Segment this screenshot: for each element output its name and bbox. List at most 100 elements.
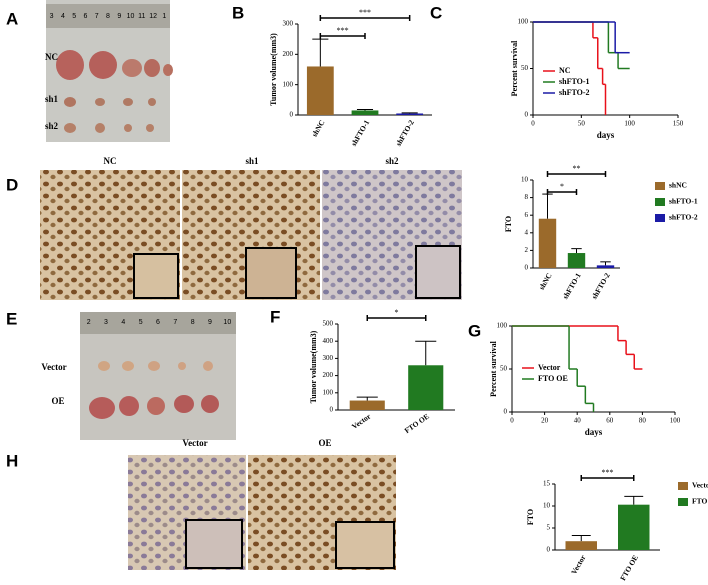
bar [596,265,615,268]
ruler-number: 4 [121,319,125,326]
bar [538,218,557,268]
legend-label: NC [559,66,571,75]
y-tick-label: 500 [323,320,334,328]
image-label: sh2 [385,156,399,166]
bar [306,66,334,115]
x-tick-label: 0 [510,417,514,425]
y-tick-label: 0 [525,111,529,119]
y-tick-label: 200 [323,371,334,379]
x-tick-label: shFTO-2 [394,118,416,148]
bar [396,113,424,115]
ruler-number: 7 [173,319,177,326]
ruler-number: 10 [127,13,135,20]
x-axis-label: days [585,427,603,437]
legend-swatch [655,182,665,190]
ruler-number: 3 [104,319,108,326]
y-tick-label: 2 [525,246,529,254]
y-tick-label: 100 [497,322,508,330]
x-tick-label: 60 [606,417,614,425]
y-tick-label: 100 [518,18,529,26]
legend-label: shFTO-2 [559,88,590,97]
panel-letter: G [468,321,481,340]
x-tick-label: 50 [578,120,586,128]
y-tick-label: 400 [323,337,334,345]
row-label: sh2 [45,121,59,131]
x-tick-label: shFTO-1 [561,271,583,301]
x-tick-label: 100 [670,417,681,425]
ruler-number: 3 [50,13,54,20]
bar [351,110,379,115]
x-tick-label: 0 [531,120,535,128]
ruler-number: 6 [156,319,160,326]
ruler-number: 6 [84,13,88,20]
ruler-number: 4 [61,13,65,20]
y-axis-label: FTO [504,216,513,232]
y-tick-label: 6 [525,211,529,219]
y-tick-label: 5 [547,524,551,532]
ihc-image [128,455,396,570]
x-tick-label: shNC [310,118,327,138]
panel-letter: A [6,9,18,28]
y-tick-label: 0 [547,546,551,554]
legend-swatch [655,198,665,206]
panel-letter: H [6,451,18,470]
y-axis-label: Tumor volume(mm3) [309,330,318,403]
significance-label: * [395,308,399,317]
image-label: OE [318,438,331,448]
y-tick-label: 300 [323,354,334,362]
bar [349,400,385,410]
legend-label: shFTO-2 [669,213,698,222]
ihc-image [40,170,462,300]
legend-label: FTO OE [538,374,568,383]
legend-swatch [655,214,665,222]
bar [567,253,586,268]
y-tick-label: 0 [330,406,334,414]
x-axis-label: days [597,130,615,140]
ruler-number: 7 [95,13,99,20]
panel-letter: B [232,3,244,22]
y-tick-label: 100 [323,388,334,396]
y-axis-label: Tumor volume(mm3) [269,33,278,106]
ruler-number: 5 [139,319,143,326]
y-tick-label: 15 [543,480,551,488]
ruler-number: 9 [208,319,212,326]
x-tick-label: FTO OE [618,553,640,582]
legend-swatch [678,498,688,506]
tumor-photo [46,0,173,142]
tumor-photo [80,312,236,440]
y-tick-label: 10 [521,176,529,184]
x-tick-label: 40 [574,417,582,425]
ruler-number: 10 [223,319,231,326]
y-axis-label: Percent survival [510,40,519,96]
bar [408,365,444,410]
legend-label: Vector [692,481,708,490]
legend-label: shNC [669,181,687,190]
x-tick-label: shFTO-2 [590,271,612,301]
y-axis-label: FTO [526,509,535,525]
significance-label: *** [602,468,614,477]
ruler-number: 12 [149,13,157,20]
y-tick-label: 300 [283,20,294,28]
y-tick-label: 4 [525,228,529,236]
panel-letter: D [6,175,18,194]
row-label: NC [45,52,58,62]
panel-letter: E [6,309,17,328]
significance-label: * [560,182,564,191]
legend-swatch [678,482,688,490]
ruler-number: 5 [72,13,76,20]
legend-label: FTO OE [692,497,708,506]
legend-label: shFTO-1 [559,77,590,86]
x-tick-label: 100 [624,120,635,128]
y-axis-label: Percent survival [489,340,498,396]
ruler-number: 1 [162,13,166,20]
row-label: sh1 [45,94,59,104]
y-tick-label: 0 [525,264,529,272]
panel-letter: F [270,307,280,326]
significance-label: *** [337,26,349,35]
panel-letter: C [430,3,442,22]
ruler-number: 8 [106,13,110,20]
significance-label: *** [359,8,371,17]
x-tick-label: FTO OE [403,412,431,435]
x-tick-label: Vector [569,553,588,576]
